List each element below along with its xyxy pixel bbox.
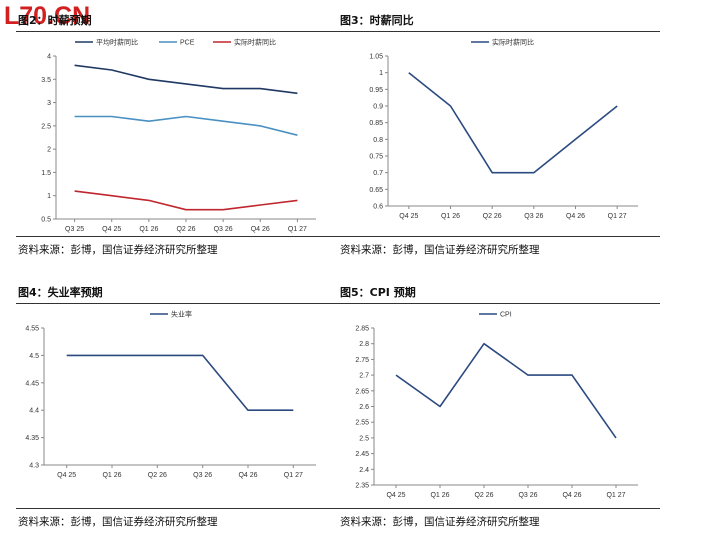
y-tick-label: 4.45 [25, 380, 39, 387]
series-line [408, 72, 618, 174]
y-tick-label: 2.45 [355, 451, 369, 458]
chart-source: 资料来源：彭博，国信证券经济研究所整理 [338, 236, 660, 257]
legend-label: 实际时薪同比 [492, 38, 534, 47]
y-tick-label: 3.5 [41, 77, 51, 84]
x-tick-label: Q4 26 [238, 472, 257, 479]
y-tick-label: 2.6 [359, 404, 369, 411]
x-tick-label: Q4 26 [251, 226, 270, 233]
x-tick-label: Q1 26 [139, 226, 158, 233]
y-tick-label: 0.8 [373, 137, 383, 144]
chart-panel-hourly-wage-forecast: 图2：时薪预期 0.5 1 1.5 2 2.5 3 3.5 4 Q3 25 Q4 25 Q1 26 Q… [16, 11, 338, 257]
x-tick-label: Q4 25 [57, 472, 76, 479]
x-tick-label: Q2 26 [148, 472, 167, 479]
y-tick-label: 2.75 [355, 357, 369, 364]
chart-title: 图5：CPI 预期 [338, 283, 660, 304]
chart-unemployment-forecast: 4.3 4.35 4.4 4.45 4.5 4.55 Q4 25 Q1 26 Q2 26 Q3 2… [25, 310, 316, 479]
x-tick-label: Q4 25 [386, 492, 405, 499]
y-tick-label: 0.75 [369, 154, 383, 161]
y-tick-label: 2.55 [355, 420, 369, 427]
chart-hourly-wage-yoy: 0.6 0.65 0.7 0.75 0.8 0.85 0.9 0.95 1 1.05 Q4 25 Q1… [369, 38, 638, 220]
y-tick-label: 2.65 [355, 388, 369, 395]
y-tick-label: 4.5 [29, 353, 39, 360]
legend-label: 平均时薪同比 [96, 38, 138, 47]
x-tick-label: Q3 26 [193, 472, 212, 479]
x-tick-label: Q1 26 [441, 213, 460, 220]
y-tick-label: 0.5 [41, 217, 51, 224]
chart-panel-hourly-wage-yoy: 图3：时薪同比 0.6 0.65 0.7 0.75 0.8 0.85 0.9 0.95 1 1.0… [338, 11, 660, 257]
chart-title: 图3：时薪同比 [338, 11, 660, 32]
legend-label: CPI [500, 312, 512, 319]
y-tick-label: 4.4 [29, 408, 39, 415]
x-tick-label: Q1 27 [284, 472, 303, 479]
x-tick-label: Q4 25 [102, 226, 121, 233]
y-tick-label: 0.95 [369, 87, 383, 94]
series-line [395, 342, 617, 439]
chart-panel-unemployment-forecast: 图4：失业率预期 4.3 4.35 4.4 4.45 4.5 4.55 Q4 25 Q1 26… [16, 283, 338, 529]
y-tick-label: 2.7 [359, 373, 369, 380]
y-tick-label: 4.55 [25, 326, 39, 333]
series-line [74, 64, 298, 95]
y-tick-label: 2.5 [359, 435, 369, 442]
y-tick-label: 4.35 [25, 435, 39, 442]
series-line [74, 190, 298, 211]
y-tick-label: 1.5 [41, 170, 51, 177]
x-tick-label: Q2 26 [483, 213, 502, 220]
y-tick-label: 2.5 [41, 123, 51, 130]
x-tick-label: Q2 26 [474, 492, 493, 499]
legend-label: 失业率 [171, 310, 192, 319]
chart-title: 图4：失业率预期 [16, 283, 338, 304]
logo: L70.CN [4, 2, 91, 30]
y-tick-label: 3 [47, 100, 51, 107]
y-tick-label: 0.85 [369, 120, 383, 127]
x-tick-label: Q3 25 [65, 226, 84, 233]
y-tick-label: 2.35 [355, 483, 369, 490]
legend-label: PCE [180, 40, 195, 47]
x-tick-label: Q1 26 [102, 472, 121, 479]
x-tick-label: Q4 26 [562, 492, 581, 499]
y-tick-label: 4 [47, 54, 51, 61]
legend-label: 实际时薪同比 [234, 38, 276, 47]
chart-source: 资料来源：彭博，国信证券经济研究所整理 [16, 236, 338, 257]
y-tick-label: 0.9 [373, 104, 383, 111]
y-tick-label: 4.3 [29, 463, 39, 470]
series-line [74, 115, 298, 136]
x-tick-label: Q1 27 [606, 492, 625, 499]
x-tick-label: Q3 26 [214, 226, 233, 233]
y-tick-label: 2.85 [355, 326, 369, 333]
x-tick-label: Q4 26 [566, 213, 585, 220]
x-tick-label: Q1 26 [430, 492, 449, 499]
chart-title: 图2：时薪预期 [16, 11, 338, 32]
x-tick-label: Q2 26 [176, 226, 195, 233]
chart-hourly-wage-forecast: 0.5 1 1.5 2 2.5 3 3.5 4 Q3 25 Q4 25 Q1 26 Q2 26 Q3 2… [41, 38, 316, 233]
y-tick-label: 2.4 [359, 467, 369, 474]
y-tick-label: 1 [47, 193, 51, 200]
y-tick-label: 2 [47, 147, 51, 154]
chart-cpi-forecast: 2.35 2.4 2.45 2.5 2.55 2.6 2.65 2.7 2.75 2.8 2.85 Q… [355, 312, 638, 499]
y-tick-label: 0.65 [369, 187, 383, 194]
chart-panel-cpi-forecast: 图5：CPI 预期 2.35 2.4 2.45 2.5 2.55 2.6 2.65 2.7 2.… [338, 283, 660, 529]
y-tick-label: 1 [379, 70, 383, 77]
y-tick-label: 0.7 [373, 170, 383, 177]
x-tick-label: Q3 26 [518, 492, 537, 499]
chart-source: 资料来源：彭博，国信证券经济研究所整理 [338, 508, 660, 529]
x-tick-label: Q1 27 [608, 213, 627, 220]
x-tick-label: Q4 25 [399, 213, 418, 220]
chart-source: 资料来源：彭博，国信证券经济研究所整理 [16, 508, 338, 529]
x-tick-label: Q3 26 [524, 213, 543, 220]
y-tick-label: 1.05 [369, 54, 383, 61]
x-tick-label: Q1 27 [288, 226, 307, 233]
y-tick-label: 2.8 [359, 341, 369, 348]
series-line [66, 354, 294, 411]
y-tick-label: 0.6 [373, 204, 383, 211]
